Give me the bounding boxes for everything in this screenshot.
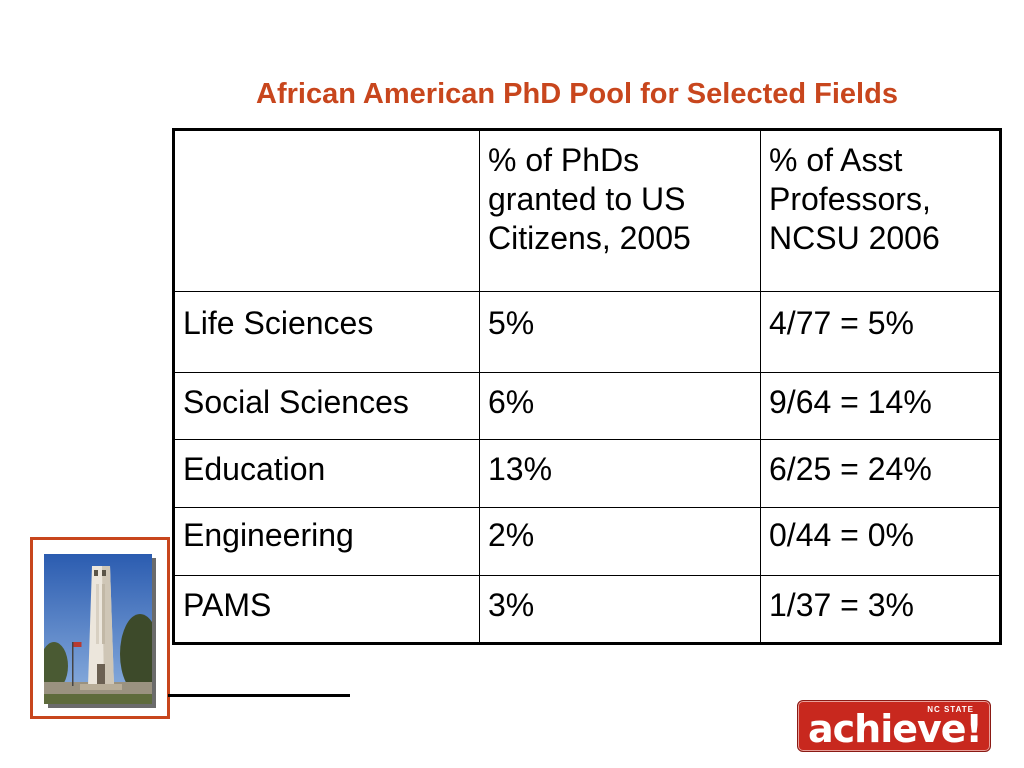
slide-title: African American PhD Pool for Selected F… <box>256 78 898 110</box>
field-cell: PAMS <box>173 575 480 644</box>
table-row: Social Sciences 6% 9/64 = 14% <box>173 372 1001 440</box>
asst-prof-cell: 9/64 = 14% <box>760 372 1001 440</box>
photo-frame <box>30 537 170 719</box>
bell-tower-photo-icon <box>44 554 152 704</box>
asst-prof-cell: 1/37 = 3% <box>760 575 1001 644</box>
phd-pct-cell: 2% <box>479 507 761 576</box>
logo-small-text: NC STATE <box>927 705 974 714</box>
header-cell-empty <box>173 129 480 292</box>
field-cell: Social Sciences <box>173 372 480 440</box>
phd-pool-table: % of PhDs granted to US Citizens, 2005 %… <box>172 128 1002 645</box>
table-row: Engineering 2% 0/44 = 0% <box>173 507 1001 576</box>
phd-pct-cell: 5% <box>479 291 761 373</box>
header-line: NCSU 2006 <box>769 220 940 257</box>
field-cell: Life Sciences <box>173 291 480 373</box>
header-line: % of PhDs <box>488 142 640 178</box>
header-line: granted to US <box>488 181 686 218</box>
table-row: Life Sciences 5% 4/77 = 5% <box>173 291 1001 373</box>
horizontal-rule <box>168 694 350 697</box>
header-cell-asst-prof: % of Asst Professors, NCSU 2006 <box>760 129 1001 292</box>
header-line: % of Asst <box>769 142 903 178</box>
table-row: PAMS 3% 1/37 = 3% <box>173 575 1001 644</box>
nc-state-achieve-logo: NC STATE achieve! <box>797 700 991 752</box>
logo-main-text: achieve! <box>808 707 983 751</box>
table-row: Education 13% 6/25 = 24% <box>173 439 1001 508</box>
field-cell: Engineering <box>173 507 480 576</box>
header-cell-phd-pct: % of PhDs granted to US Citizens, 2005 <box>479 129 761 292</box>
phd-pct-cell: 3% <box>479 575 761 644</box>
phd-pct-cell: 13% <box>479 439 761 508</box>
header-line: Professors, <box>769 181 931 218</box>
phd-pct-cell: 6% <box>479 372 761 440</box>
field-cell: Education <box>173 439 480 508</box>
asst-prof-cell: 4/77 = 5% <box>760 291 1001 373</box>
header-line: Citizens, 2005 <box>488 220 691 257</box>
table-header-row: % of PhDs granted to US Citizens, 2005 %… <box>173 129 1001 292</box>
asst-prof-cell: 0/44 = 0% <box>760 507 1001 576</box>
asst-prof-cell: 6/25 = 24% <box>760 439 1001 508</box>
